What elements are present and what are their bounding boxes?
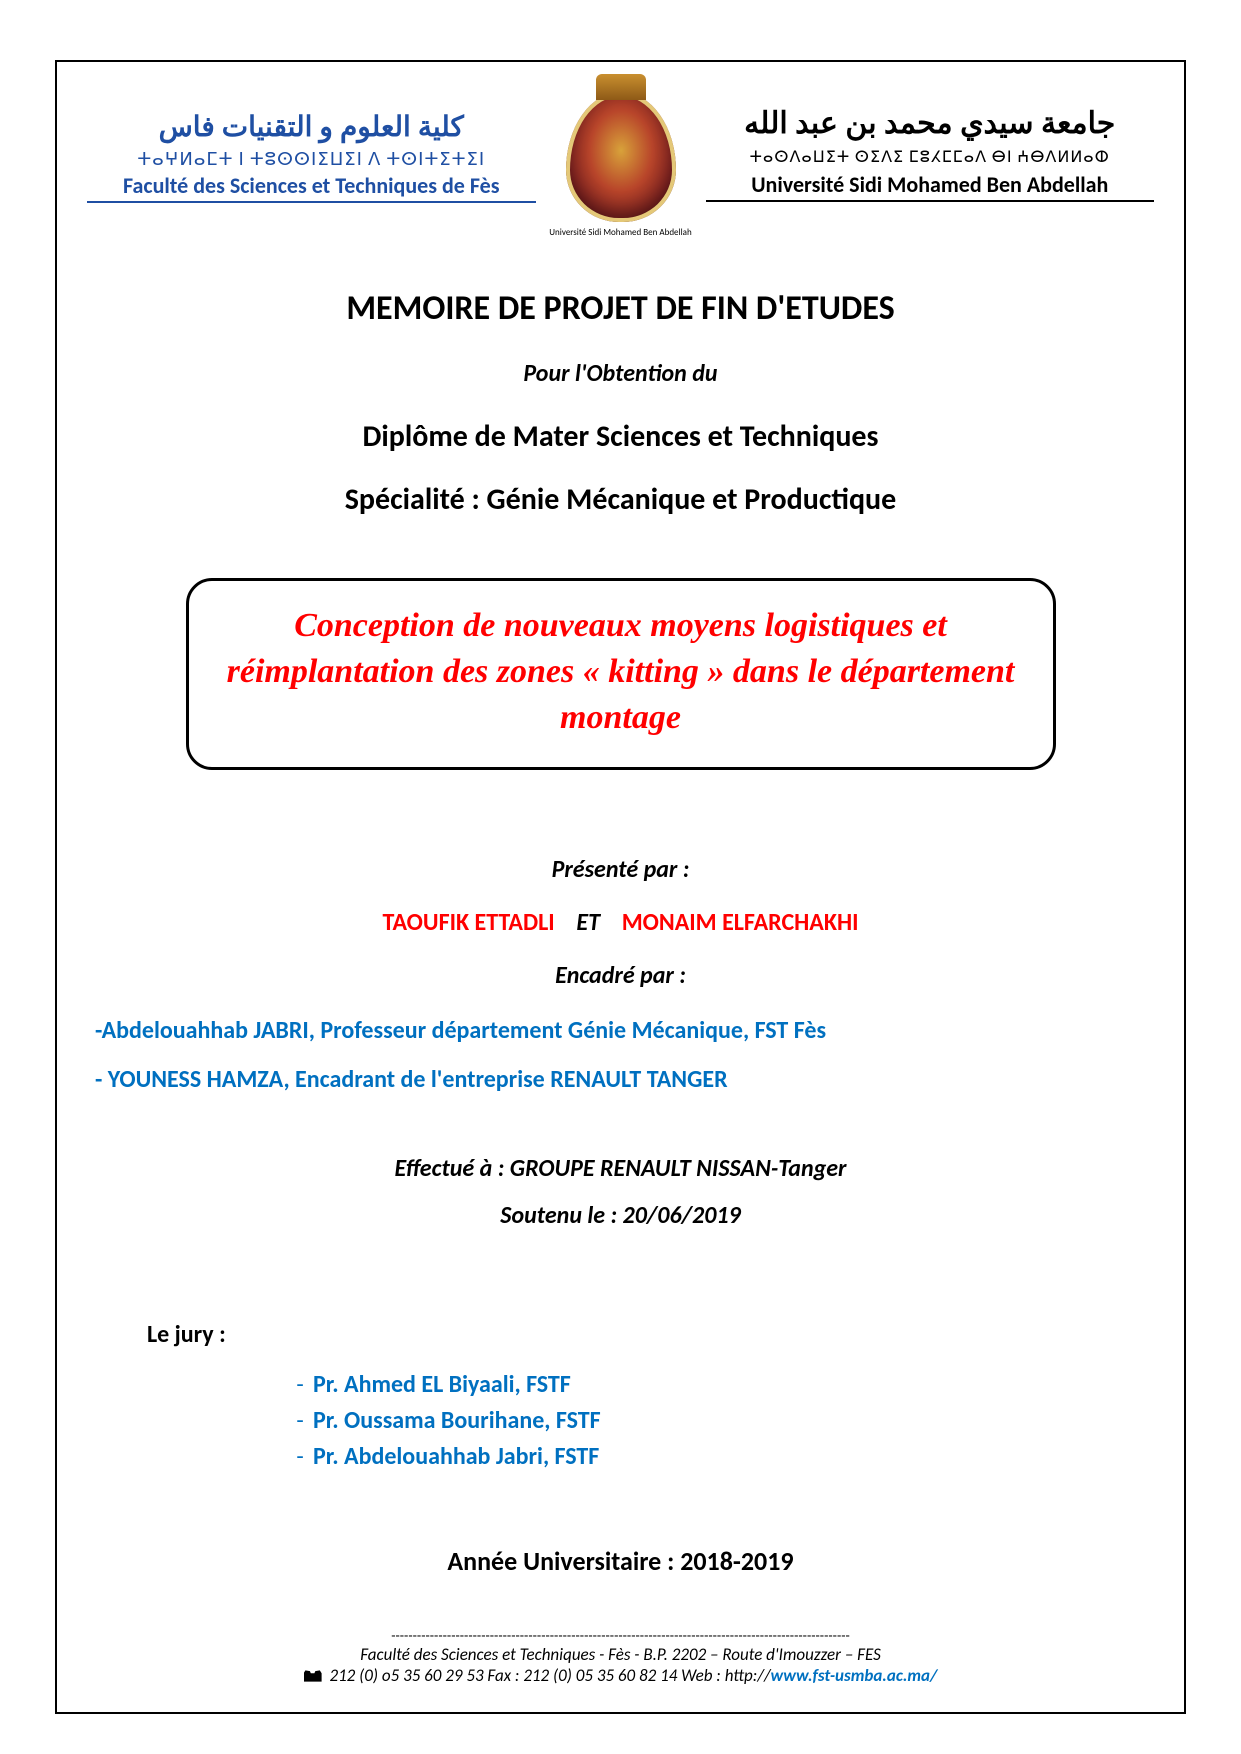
title-for: Pour l'Obtention du [87,359,1154,388]
header-left-arabic: كلية العلوم و التقنيات فاس [87,110,536,144]
header-center-crest: Université Sidi Mohamed Ben Abdellah [546,92,696,238]
author-2: MONAIM ELFARCHAKHI [622,908,859,937]
header-left-underline [87,201,536,203]
footer-tel-fax: 212 (0) o5 35 60 29 53 Fax : 212 (0) 05 … [329,1665,770,1686]
authors-line: TAOUFIK ETTADLI ET MONAIM ELFARCHAKHI [87,908,1154,937]
supervisor-2: - YOUNESS HAMZA, Encadrant de l'entrepri… [87,1065,1154,1094]
project-title-box: Conception de nouveaux moyens logistique… [186,578,1056,770]
supervisor-1: -Abdelouahhab JABRI, Professeur départem… [87,1016,1154,1045]
footer-link: www.fst-usmba.ac.ma [771,1665,930,1686]
carried-out-at: Effectué à : GROUPE RENAULT NISSAN-Tange… [87,1154,1154,1183]
header-right-arabic: جامعة سيدي محمد بن عبد الله [706,106,1155,141]
academic-year: Année Universitaire : 2018-2019 [87,1545,1154,1577]
header-left-tifinagh: ⵜⴰⵖⵍⴰⵎⵜ ⵏ ⵜⵓⵙⵙⵏⵉⵡⵉⵏ ⴷ ⵜⵙⵏⵜⵉⵜⵉⵏ [87,148,536,170]
crest-caption: Université Sidi Mohamed Ben Abdellah [546,228,696,238]
project-title: Conception de nouveaux moyens logistique… [219,603,1023,741]
footer-link-trail: / [930,1665,937,1686]
presented-by-label: Présenté par : [87,855,1154,884]
page: كلية العلوم و التقنيات فاس ⵜⴰⵖⵍⴰⵎⵜ ⵏ ⵜⵓⵙ… [0,0,1241,1754]
footer: ----------------------------------------… [117,1627,1124,1686]
jury-member-1-name: Pr. Ahmed EL Biyaali, FSTF [313,1370,571,1399]
header-right-tifinagh: ⵜⴰⵙⴷⴰⵡⵉⵜ ⵙⵉⴷⵉ ⵎⵓⵃⵎⵎⴰⴷ ⴱⵏ ⵄⴱⴷⵍⵍⴰⵀ [706,147,1155,167]
header-left-block: كلية العلوم و التقنيات فاس ⵜⴰⵖⵍⴰⵎⵜ ⵏ ⵜⵓⵙ… [87,92,536,203]
supervised-by-label: Encadré par : [87,961,1154,990]
author-1: TAOUFIK ETTADLI [382,908,554,937]
footer-address: Faculté des Sciences et Techniques - Fès… [117,1644,1124,1665]
defended-on: Soutenu le : 20/06/2019 [87,1201,1154,1230]
footer-rule: ----------------------------------------… [117,1627,1124,1644]
jury-member-3: -Pr. Abdelouahhab Jabri, FSTF [287,1439,1154,1475]
header: كلية العلوم و التقنيات فاس ⵜⴰⵖⵍⴰⵎⵜ ⵏ ⵜⵓⵙ… [87,92,1154,238]
header-right-french: Université Sidi Mohamed Ben Abdellah [706,171,1155,198]
title-diploma: Diplôme de Mater Sciences et Techniques [87,418,1154,455]
university-crest-icon [566,92,676,222]
header-right-block: جامعة سيدي محمد بن عبد الله ⵜⴰⵙⴷⴰⵡⵉⵜ ⵙⵉⴷ… [706,92,1155,202]
jury-list: -Pr. Ahmed EL Biyaali, FSTF -Pr. Oussama… [287,1367,1154,1475]
jury-member-2: -Pr. Oussama Bourihane, FSTF [287,1403,1154,1439]
phone-icon [304,1669,322,1683]
jury-label: Le jury : [147,1320,1154,1349]
authors-separator: ET [576,908,600,937]
page-border: كلية العلوم و التقنيات فاس ⵜⴰⵖⵍⴰⵎⵜ ⵏ ⵜⵓⵙ… [55,60,1186,1714]
title-speciality: Spécialité : Génie Mécanique et Producti… [87,481,1154,518]
jury-member-3-name: Pr. Abdelouahhab Jabri, FSTF [313,1442,599,1471]
jury-member-1: -Pr. Ahmed EL Biyaali, FSTF [287,1367,1154,1403]
jury-member-2-name: Pr. Oussama Bourihane, FSTF [313,1406,601,1435]
header-right-underline [706,200,1155,202]
title-main: MEMOIRE DE PROJET DE FIN D'ETUDES [87,288,1154,329]
footer-contact: 212 (0) o5 35 60 29 53 Fax : 212 (0) 05 … [117,1665,1124,1686]
header-left-french: Faculté des Sciences et Techniques de Fè… [87,172,536,199]
